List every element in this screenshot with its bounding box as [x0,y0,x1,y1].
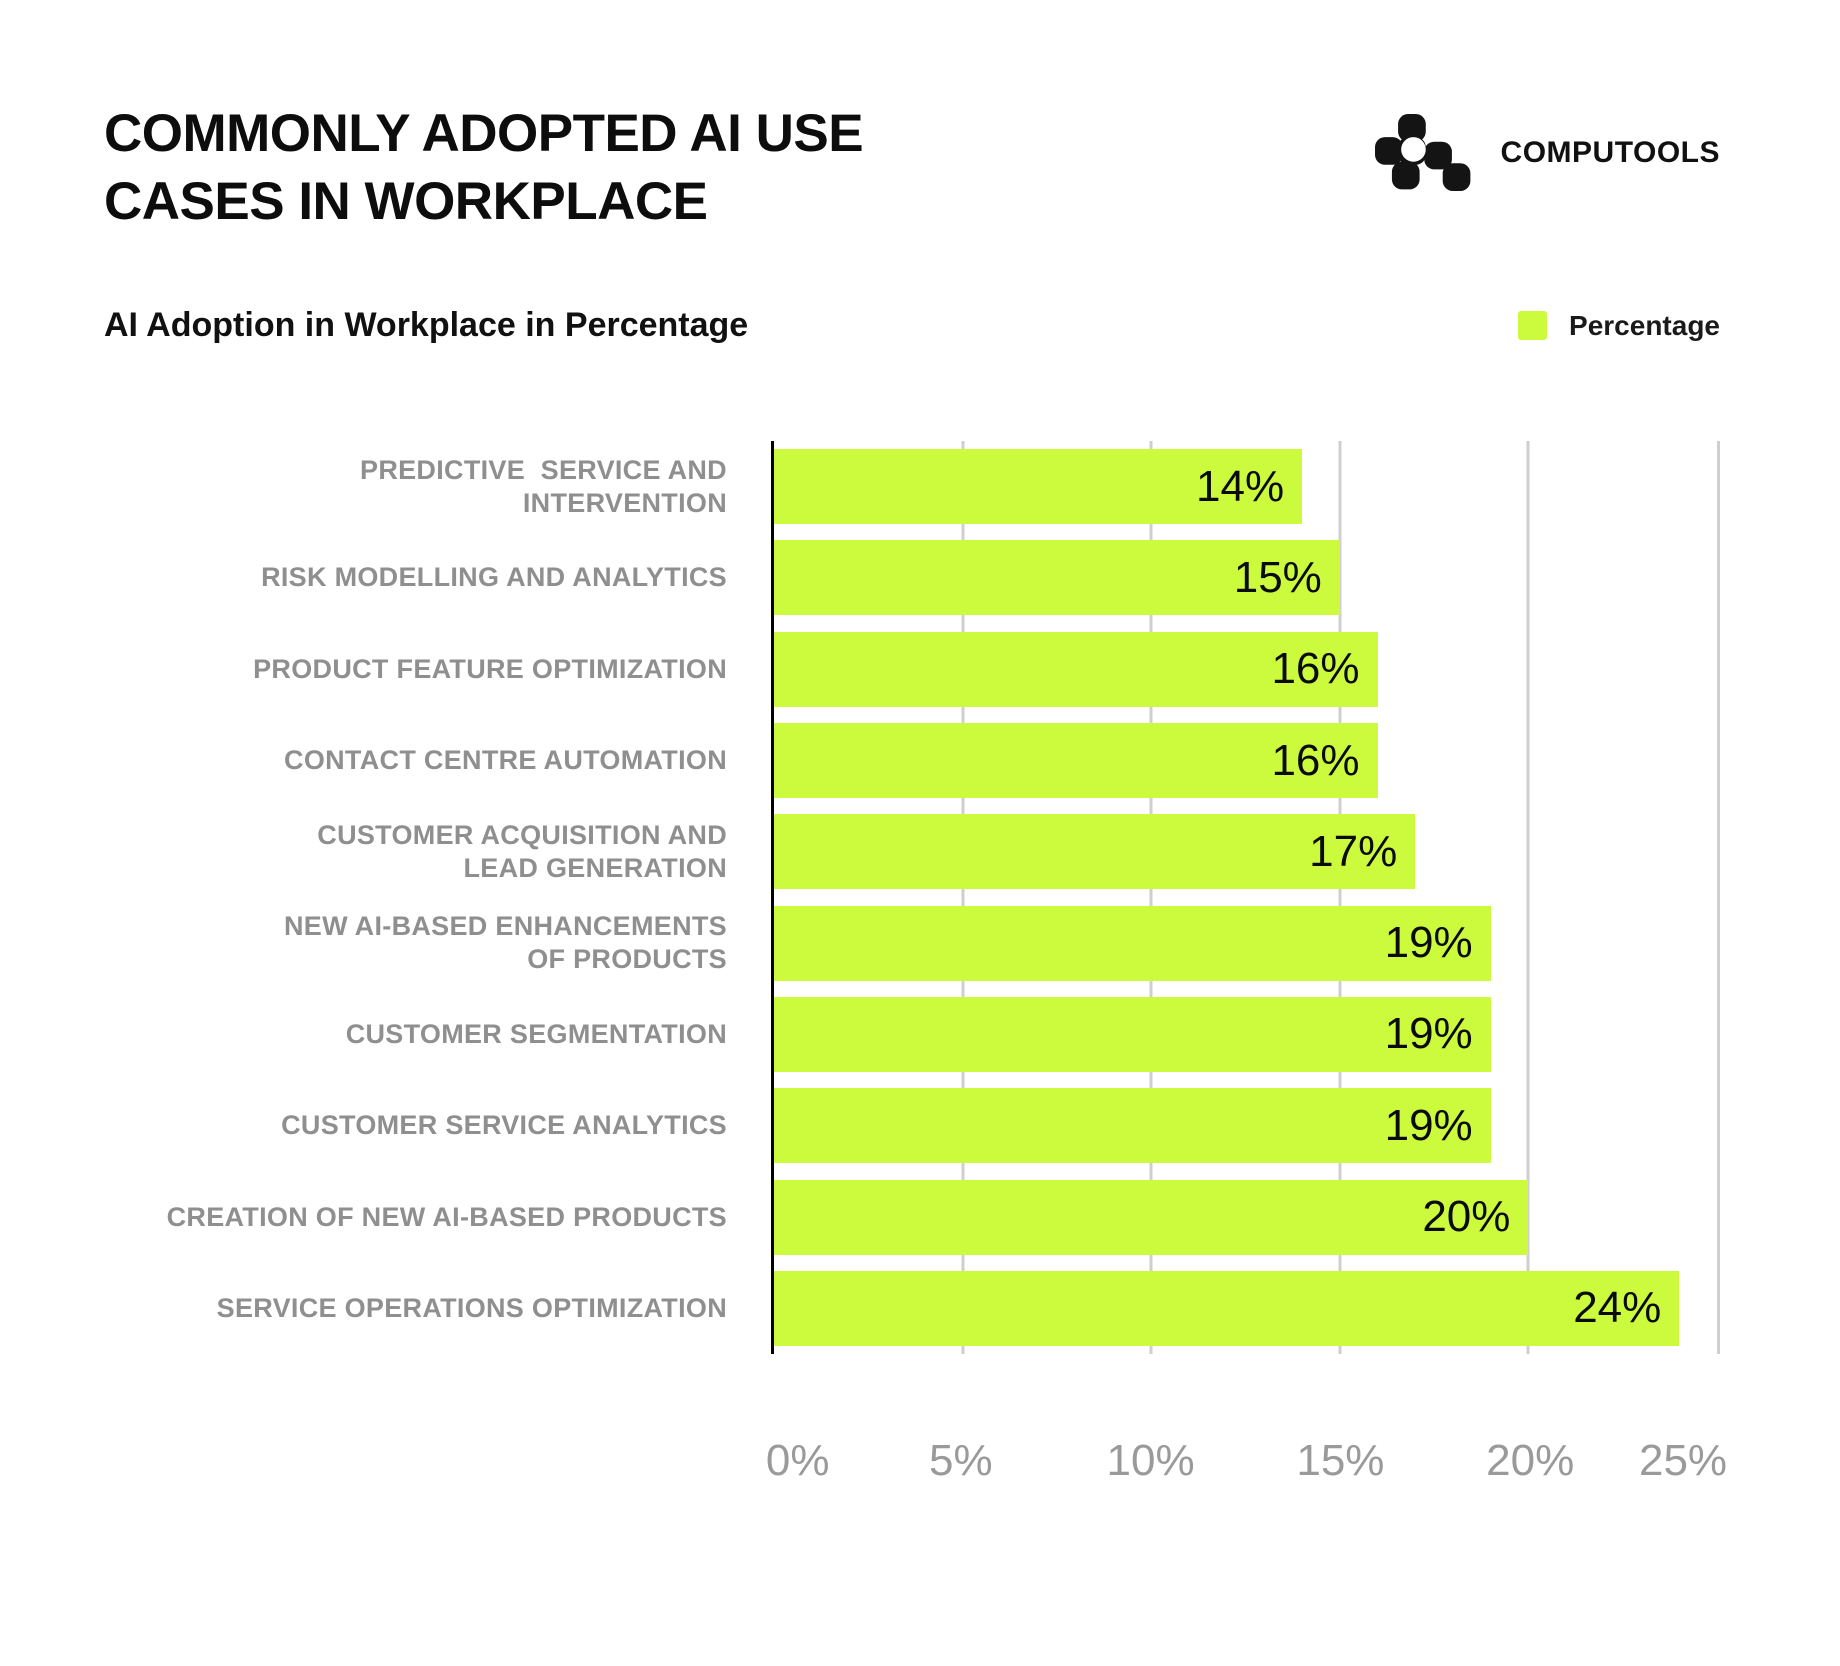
page-title: COMMONLY ADOPTED AI USE CASES IN WORKPLA… [104,104,864,231]
bar-row: 16% [774,624,1717,715]
x-tick-label: 15% [1296,1436,1385,1485]
chart-subtitle: AI Adoption in Workplace in Percentage [104,306,749,344]
bar: 19% [774,996,1491,1072]
bar-row: 19% [774,989,1717,1080]
bar-row: 14% [774,441,1717,532]
computools-logo-icon [1374,114,1470,191]
bar: 15% [774,540,1340,616]
category-label: CUSTOMER SERVICE ANALYTICS [281,1110,727,1141]
bar: 24% [774,1270,1680,1346]
x-tick-label: 0% [765,1436,830,1485]
gridline [1149,441,1153,1354]
gridline [961,441,965,1354]
category-label: PREDICTIVE SERVICE AND INTERVENTION [360,454,727,518]
category-label: CUSTOMER ACQUISITION AND LEAD GENERATION [317,819,727,883]
bar-value-label: 17% [1309,826,1398,876]
legend-swatch [1518,311,1548,340]
bar: 17% [774,814,1416,890]
category-label: CUSTOMER SEGMENTATION [345,1018,727,1049]
category-label: PRODUCT FEATURE OPTIMIZATION [253,653,727,684]
bar-row: 16% [774,715,1717,806]
category-label: CREATION OF NEW AI-BASED PRODUCTS [166,1201,727,1232]
category-labels-column: PREDICTIVE SERVICE AND INTERVENTION RISK … [104,441,771,1354]
bar: 19% [774,1088,1491,1164]
bar: 16% [774,723,1378,799]
category-label: SERVICE OPERATIONS OPTIMIZATION [216,1292,727,1323]
plot-area: 14% 15% 16% 16% 17% 19% 19% 19% 20% 24% [771,441,1720,1354]
category-label: RISK MODELLING AND ANALYTICS [261,562,727,593]
bar-value-label: 14% [1196,461,1285,511]
x-tick-label: 10% [1106,1436,1195,1485]
bar: 19% [774,905,1491,981]
bar: 20% [774,1179,1529,1255]
brand: COMPUTOOLS [1374,114,1720,191]
bar-value-label: 19% [1384,1009,1473,1059]
bar-value-label: 19% [1384,918,1473,968]
header: COMMONLY ADOPTED AI USE CASES IN WORKPLA… [104,100,1720,236]
subheader: AI Adoption in Workplace in Percentage P… [104,306,1720,345]
bar-value-label: 19% [1384,1100,1473,1150]
bar-value-label: 15% [1233,552,1322,602]
brand-name: COMPUTOOLS [1500,135,1720,169]
bar-chart: PREDICTIVE SERVICE AND INTERVENTION RISK … [104,441,1727,1485]
bar-row: 15% [774,532,1717,623]
bar-value-label: 16% [1271,735,1360,785]
gridline [1338,441,1342,1354]
bar-row: 19% [774,897,1717,988]
bar-value-label: 20% [1422,1192,1511,1242]
bar-row: 19% [774,1080,1717,1171]
bar-value-label: 16% [1271,644,1360,694]
x-tick-label: 5% [929,1436,993,1485]
x-tick-label: 25% [1638,1436,1728,1485]
x-axis-ticks: 0% 5% 10% 15% 20% 25% [766,1354,1727,1485]
gridline [1526,441,1530,1354]
bar: 14% [774,449,1303,525]
category-label: CONTACT CENTRE AUTOMATION [284,745,727,776]
category-label: NEW AI-BASED ENHANCEMENTS OF PRODUCTS [283,911,727,975]
bar: 16% [774,631,1378,707]
x-tick-label: 20% [1486,1436,1575,1485]
bar-row: 24% [774,1263,1717,1354]
bar-row: 17% [774,806,1717,897]
bar-value-label: 24% [1573,1283,1662,1333]
bar-row: 20% [774,1171,1717,1262]
legend: Percentage [1518,310,1720,342]
legend-label: Percentage [1569,309,1720,341]
